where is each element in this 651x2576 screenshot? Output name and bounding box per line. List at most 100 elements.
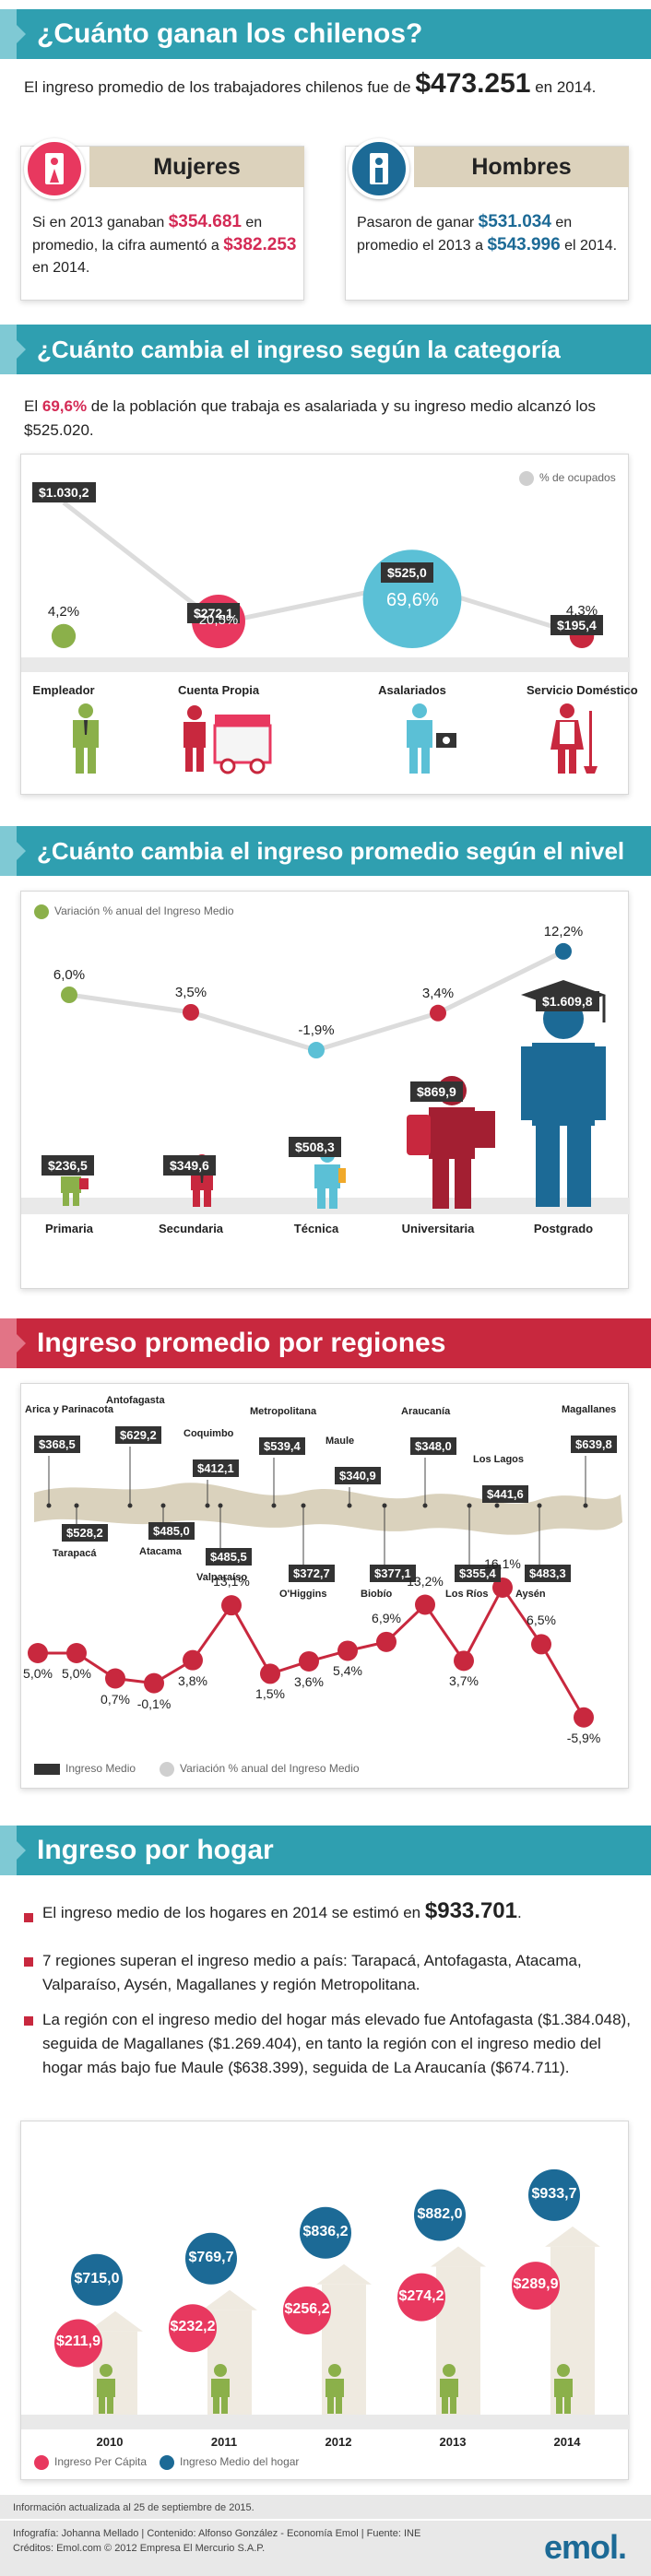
occupation-income-label: $525,0 bbox=[381, 562, 433, 584]
household-legend-blue: Ingreso Medio del hogar bbox=[160, 2455, 299, 2470]
region-map-point bbox=[218, 1503, 223, 1508]
household-bullet-3: La región con el ingreso medio del hogar… bbox=[42, 2011, 631, 2076]
per-capita-label: $232,2 bbox=[170, 2319, 216, 2335]
region-variation-label: 1,5% bbox=[255, 1686, 285, 1702]
household-b1-pre: El ingreso medio de los hogares en 2014 … bbox=[42, 1904, 421, 1921]
person-icon bbox=[327, 2397, 334, 2414]
intro-year: en 2014. bbox=[535, 78, 597, 96]
household-b1-post: . bbox=[517, 1904, 522, 1921]
region-name: O'Higgins bbox=[279, 1589, 327, 1600]
occupation-share-label: 4,2% bbox=[47, 603, 80, 620]
education-variation-dot bbox=[430, 1004, 446, 1022]
education-legend-label: Variación % anual del Ingreso Medio bbox=[54, 904, 234, 918]
woman-icon bbox=[24, 138, 85, 199]
region-variation-dot bbox=[28, 1643, 48, 1663]
region-map-point bbox=[583, 1503, 588, 1508]
occupation-category-name: Servicio Doméstico bbox=[527, 683, 638, 697]
region-variation-dot bbox=[492, 1577, 513, 1598]
education-variation-label: 3,4% bbox=[421, 985, 455, 1001]
education-variation-label: 12,2% bbox=[543, 923, 584, 939]
household-house-roof bbox=[202, 2289, 257, 2310]
region-variation-dot bbox=[299, 1650, 319, 1672]
occupation-intro: El 69,6% de la población que trabaja es … bbox=[24, 395, 633, 443]
household-house-roof bbox=[431, 2246, 486, 2267]
education-level-name: Secundaria bbox=[158, 1222, 224, 1235]
person-icon bbox=[100, 2364, 112, 2377]
region-variation-dot bbox=[454, 1650, 474, 1672]
region-variation-label: 16,1% bbox=[484, 1555, 521, 1571]
employee-icon bbox=[407, 703, 456, 774]
region-map-point bbox=[74, 1503, 79, 1508]
men-value-2013: $531.034 bbox=[478, 212, 551, 231]
person-icon bbox=[443, 2364, 456, 2377]
household-year: 2012 bbox=[325, 2435, 352, 2449]
legend-gray-dot-icon bbox=[519, 471, 534, 486]
occupation-income-label: $195,4 bbox=[550, 615, 603, 636]
region-income-label: $539,4 bbox=[259, 1437, 305, 1455]
legend-bar-icon bbox=[34, 1763, 60, 1775]
per-capita-label: $256,2 bbox=[284, 2301, 330, 2318]
women-title: Mujeres bbox=[89, 147, 304, 187]
street-vendor-icon bbox=[183, 705, 272, 774]
employer-icon bbox=[73, 703, 99, 774]
person-icon bbox=[450, 2397, 456, 2414]
region-variation-dot bbox=[144, 1672, 164, 1694]
women-text: Si en 2013 ganaban $354.681 en promedio,… bbox=[32, 211, 300, 279]
region-variation-dot bbox=[66, 1643, 87, 1663]
person-icon bbox=[99, 2397, 105, 2414]
region-variation-dot bbox=[376, 1631, 397, 1652]
region-map-point bbox=[127, 1503, 133, 1508]
per-capita-label: $274,2 bbox=[398, 2287, 444, 2304]
bullet-icon bbox=[24, 1913, 33, 1922]
per-capita-circle bbox=[169, 2304, 217, 2353]
emol-logo[interactable]: emol. bbox=[544, 2528, 627, 2566]
men-text-3: el 2014. bbox=[564, 238, 618, 254]
education-level-name: Técnica bbox=[293, 1222, 339, 1235]
women-value-2013: $354.681 bbox=[168, 212, 242, 231]
household-legend-blue-label: Ingreso Medio del hogar bbox=[180, 2455, 300, 2469]
education-income-label: $508,3 bbox=[289, 1137, 341, 1157]
region-map-point bbox=[271, 1503, 277, 1508]
region-variation-label: 6,5% bbox=[527, 1613, 556, 1628]
women-text-2: en promedio, la cifra aumentó a bbox=[32, 215, 263, 254]
person-icon bbox=[440, 2379, 458, 2397]
section-title-household: Ingreso por hogar bbox=[0, 1826, 651, 1875]
person-icon bbox=[564, 2397, 571, 2414]
footer-divider bbox=[0, 2519, 651, 2521]
occupation-income-label: $1.030,2 bbox=[32, 482, 96, 503]
person-icon bbox=[336, 2397, 342, 2414]
region-variation-label: 3,7% bbox=[449, 1673, 479, 1689]
regions-chart: $368,5 Arica y Parinacota 5,0% $528,2 Tarapa… bbox=[20, 1383, 629, 1789]
regions-legend-bar-label: Ingreso Medio bbox=[65, 1762, 136, 1775]
education-variation-label: 3,5% bbox=[174, 985, 207, 1000]
household-b1-value: $933.701 bbox=[424, 1898, 517, 1923]
household-legend-pink: Ingreso Per Cápita bbox=[34, 2455, 147, 2470]
region-map-point bbox=[205, 1503, 210, 1508]
household-income-label: $836,2 bbox=[302, 2223, 349, 2239]
region-income-label: $629,2 bbox=[115, 1426, 161, 1444]
region-income-label: $528,2 bbox=[62, 1524, 108, 1542]
education-variation-dot bbox=[308, 1042, 325, 1059]
men-text-2: en promedio el 2013 a bbox=[357, 215, 573, 254]
section-title-regions: Ingreso promedio por regiones bbox=[0, 1318, 651, 1368]
region-variation-label: 13,2% bbox=[407, 1573, 444, 1589]
household-house-roof bbox=[316, 2263, 372, 2285]
education-variation-dot bbox=[61, 987, 77, 1003]
person-icon bbox=[556, 2397, 562, 2414]
legend-pink-dot-icon bbox=[34, 2455, 49, 2470]
person-icon bbox=[554, 2379, 573, 2397]
household-legend-pink-label: Ingreso Per Cápita bbox=[54, 2455, 148, 2469]
man-icon bbox=[349, 138, 409, 199]
regions-legend-bar: Ingreso Medio bbox=[34, 1762, 136, 1775]
household-income-circle bbox=[185, 2232, 237, 2285]
region-name: Araucanía bbox=[401, 1406, 451, 1417]
occupation-share-label: 20,5% bbox=[198, 612, 239, 629]
women-text-1: Si en 2013 ganaban bbox=[32, 215, 165, 230]
men-title: Hombres bbox=[414, 147, 629, 187]
region-income-label: $340,9 bbox=[335, 1467, 381, 1484]
men-text: Pasaron de ganar $531.034 en promedio el… bbox=[357, 211, 624, 257]
bullet-icon bbox=[24, 1957, 33, 1967]
region-income-label: $368,5 bbox=[34, 1436, 80, 1453]
person-icon bbox=[442, 2397, 448, 2414]
region-map-point bbox=[160, 1503, 166, 1508]
